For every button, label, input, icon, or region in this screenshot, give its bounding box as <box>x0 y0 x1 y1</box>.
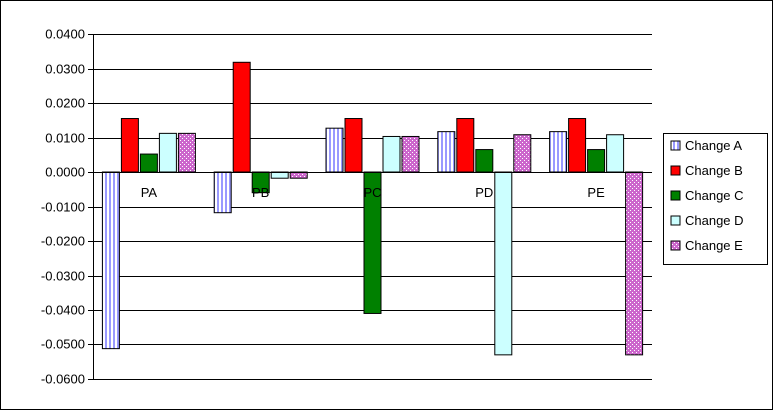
y-tick-label: -0.0200 <box>41 234 85 249</box>
bar-change-a-pa <box>101 171 120 350</box>
bar-change-d-pe <box>606 134 625 173</box>
bar-change-d-pd <box>494 171 513 356</box>
legend-label: Change A <box>685 138 742 153</box>
bar-change-c-pd <box>475 149 494 173</box>
bar-change-c-pe <box>587 149 606 173</box>
category-label: PA <box>141 185 158 200</box>
bar-change-e-pe <box>625 171 644 356</box>
bar-change-b-pe <box>568 118 587 173</box>
legend-label: Change C <box>685 188 744 203</box>
legend-label: Change D <box>685 213 744 228</box>
category-label: PC <box>363 185 381 200</box>
y-tick-label: 0.0000 <box>45 165 85 180</box>
bar-change-a-pe <box>549 131 568 173</box>
bar-change-b-pb <box>232 61 251 173</box>
legend-label: Change B <box>685 163 743 178</box>
legend-swatch <box>670 240 681 251</box>
bar-change-e-pd <box>513 134 532 173</box>
bar-change-a-pb <box>213 171 232 214</box>
legend-label: Change E <box>685 238 743 253</box>
bar-change-e-pa <box>177 132 196 173</box>
bar-change-b-pd <box>456 118 475 173</box>
y-tick-label: 0.0400 <box>45 27 85 42</box>
y-tick-label: 0.0300 <box>45 62 85 77</box>
category-label: PB <box>252 185 269 200</box>
legend-swatch <box>670 165 681 176</box>
bar-change-a-pd <box>437 131 456 173</box>
bar-change-d-pc <box>382 135 401 173</box>
bar-change-b-pa <box>120 118 139 173</box>
y-tick-label: -0.0300 <box>41 269 85 284</box>
y-tick-label: -0.0400 <box>41 303 85 318</box>
legend-swatch <box>670 190 681 201</box>
y-tick-label: 0.0200 <box>45 96 85 111</box>
legend: Change A Change B Change C Change D Change E <box>663 133 768 265</box>
y-tick-label: 0.0100 <box>45 131 85 146</box>
axes: 0.0400 0.0300 0.0200 0.0100 0.0000 -0.0100 -0.… <box>41 27 652 387</box>
bar-change-e-pc <box>401 135 420 173</box>
bars <box>101 61 644 356</box>
legend-swatch <box>670 215 681 226</box>
bar-change-a-pc <box>325 127 344 173</box>
y-tick-label: -0.0500 <box>41 337 85 352</box>
y-tick-label: -0.0100 <box>41 200 85 215</box>
legend-swatch <box>670 140 681 151</box>
category-label: PE <box>587 185 605 200</box>
bar-change-b-pc <box>344 118 363 173</box>
bar-change-d-pa <box>158 132 177 173</box>
y-tick-label: -0.0600 <box>41 372 85 387</box>
bar-change-c-pa <box>139 153 158 173</box>
legend-box <box>663 133 768 265</box>
category-label: PD <box>475 185 493 200</box>
